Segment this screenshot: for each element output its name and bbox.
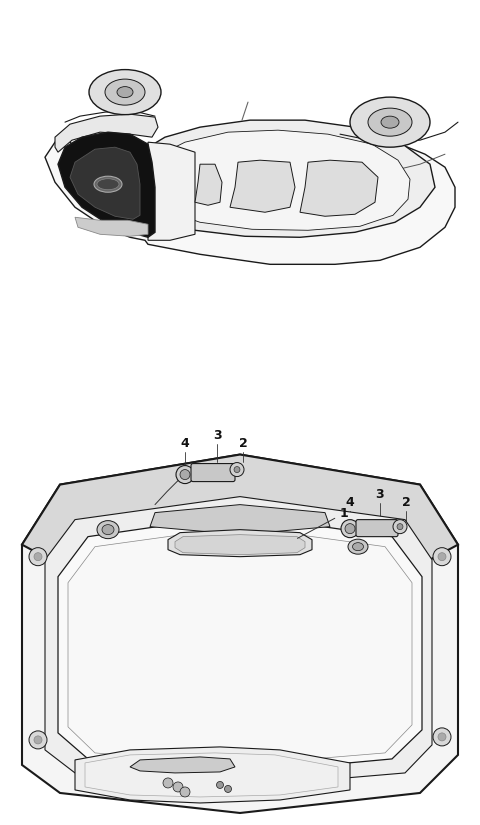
Polygon shape (55, 114, 158, 152)
Ellipse shape (117, 87, 133, 97)
Polygon shape (70, 147, 140, 219)
Circle shape (230, 463, 244, 477)
Circle shape (234, 467, 240, 473)
Ellipse shape (348, 540, 368, 554)
Polygon shape (68, 526, 412, 765)
Text: 3: 3 (213, 428, 221, 441)
Circle shape (29, 731, 47, 749)
FancyBboxPatch shape (356, 520, 398, 536)
Circle shape (34, 736, 42, 744)
Polygon shape (75, 747, 350, 803)
Ellipse shape (105, 79, 145, 105)
Polygon shape (58, 515, 422, 773)
Circle shape (393, 520, 407, 534)
Ellipse shape (350, 97, 430, 147)
Polygon shape (130, 757, 235, 773)
Circle shape (176, 465, 194, 483)
Polygon shape (22, 455, 458, 559)
Polygon shape (75, 536, 405, 757)
Polygon shape (85, 753, 338, 797)
Polygon shape (138, 130, 410, 230)
Circle shape (438, 733, 446, 741)
Text: 4: 4 (180, 436, 190, 450)
Circle shape (438, 553, 446, 561)
Polygon shape (45, 134, 455, 264)
Text: 2: 2 (402, 496, 410, 509)
Polygon shape (300, 160, 378, 216)
Circle shape (163, 778, 173, 788)
Circle shape (180, 469, 190, 479)
Polygon shape (58, 132, 155, 238)
Ellipse shape (102, 525, 114, 535)
Circle shape (397, 524, 403, 530)
Circle shape (433, 728, 451, 746)
Circle shape (225, 785, 231, 793)
Polygon shape (195, 164, 222, 205)
Circle shape (180, 787, 190, 797)
Ellipse shape (97, 521, 119, 539)
Ellipse shape (381, 116, 399, 128)
Polygon shape (168, 530, 312, 557)
Text: 3: 3 (376, 488, 384, 501)
Circle shape (173, 782, 183, 792)
Ellipse shape (89, 69, 161, 115)
Polygon shape (175, 535, 305, 554)
Polygon shape (150, 505, 330, 535)
Polygon shape (148, 142, 195, 240)
Ellipse shape (97, 179, 119, 190)
Ellipse shape (352, 543, 363, 550)
Circle shape (34, 553, 42, 561)
Polygon shape (125, 120, 435, 238)
Polygon shape (22, 455, 458, 813)
Polygon shape (75, 217, 148, 236)
Circle shape (29, 548, 47, 566)
Text: 1: 1 (298, 507, 349, 539)
Polygon shape (230, 160, 295, 212)
FancyBboxPatch shape (191, 464, 235, 482)
Circle shape (216, 781, 224, 789)
Text: 4: 4 (346, 496, 354, 509)
Circle shape (433, 548, 451, 566)
Circle shape (345, 524, 355, 534)
Circle shape (341, 520, 359, 538)
Polygon shape (45, 497, 432, 787)
Text: 2: 2 (239, 436, 247, 450)
Ellipse shape (368, 108, 412, 136)
Ellipse shape (94, 177, 122, 192)
